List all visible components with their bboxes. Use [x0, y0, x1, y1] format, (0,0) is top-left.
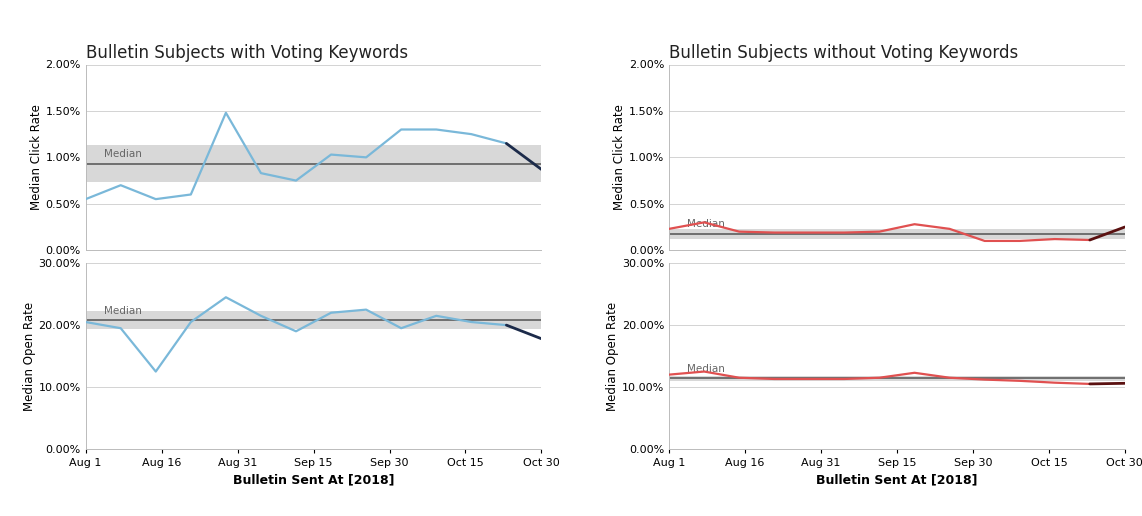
Text: 2018 Median Bulletin Engagement: With and Without Voting Keywords: 2018 Median Bulletin Engagement: With an…	[154, 20, 988, 40]
Y-axis label: Median Open Rate: Median Open Rate	[606, 301, 619, 411]
Bar	[86, 311, 541, 329]
Text: Median: Median	[104, 149, 142, 159]
X-axis label: Bulletin Sent At [2018]: Bulletin Sent At [2018]	[233, 474, 394, 487]
Text: Median: Median	[687, 219, 725, 229]
Y-axis label: Median Click Rate: Median Click Rate	[613, 104, 626, 211]
X-axis label: Bulletin Sent At [2018]: Bulletin Sent At [2018]	[817, 474, 978, 487]
Text: Median: Median	[687, 364, 725, 374]
Bar	[669, 229, 1125, 238]
Bar	[669, 376, 1125, 381]
Bar	[86, 146, 541, 183]
Y-axis label: Median Click Rate: Median Click Rate	[30, 104, 42, 211]
Y-axis label: Median Open Rate: Median Open Rate	[23, 301, 35, 411]
Text: Median: Median	[104, 305, 142, 315]
Text: Bulletin Subjects without Voting Keywords: Bulletin Subjects without Voting Keyword…	[669, 44, 1019, 62]
Text: Bulletin Subjects with Voting Keywords: Bulletin Subjects with Voting Keywords	[86, 44, 408, 62]
